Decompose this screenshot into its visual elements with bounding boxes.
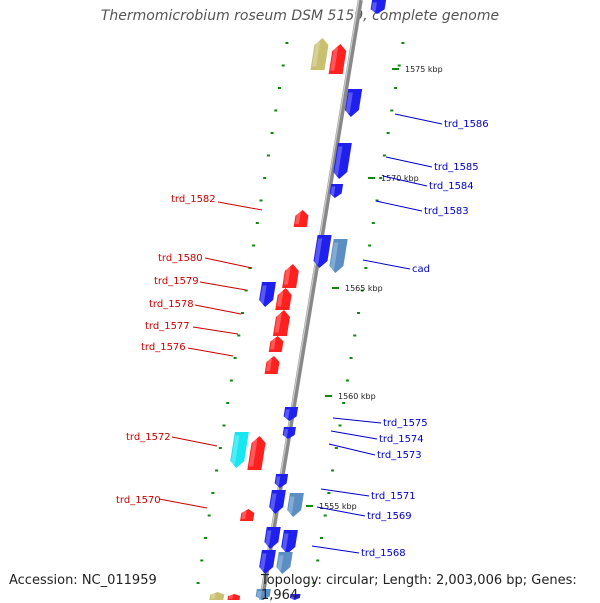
gene-glyph[interactable] bbox=[286, 493, 304, 517]
gene-leader-line bbox=[204, 257, 253, 269]
gene-label-right[interactable]: trd_1583 bbox=[424, 206, 469, 217]
gene-glyph[interactable] bbox=[263, 527, 281, 549]
gene-glyph[interactable] bbox=[289, 594, 301, 600]
kbp-tick-label: 1570 kbp bbox=[381, 174, 419, 183]
gene-glyph[interactable] bbox=[329, 184, 344, 198]
gene-glyph[interactable] bbox=[310, 38, 329, 70]
gene-leader-line bbox=[382, 175, 428, 187]
gene-glyph[interactable] bbox=[227, 594, 241, 600]
gene-leader-line bbox=[187, 347, 234, 357]
gene-label-left[interactable]: trd_1578 bbox=[149, 299, 194, 310]
gene-glyph[interactable] bbox=[332, 143, 352, 179]
gene-glyph[interactable] bbox=[283, 407, 299, 421]
accession-text: Accession: NC_011959 bbox=[9, 573, 157, 588]
kbp-tick-mark bbox=[332, 287, 339, 289]
gene-glyph[interactable] bbox=[209, 592, 225, 600]
gene-glyph[interactable] bbox=[280, 530, 298, 554]
gene-glyph[interactable] bbox=[268, 490, 286, 514]
gene-glyph[interactable] bbox=[258, 550, 276, 574]
gene-glyph[interactable] bbox=[312, 235, 332, 268]
gene-leader-line bbox=[194, 304, 242, 315]
gene-glyph[interactable] bbox=[370, 0, 387, 14]
gene-glyph[interactable] bbox=[274, 474, 289, 488]
gene-leader-line bbox=[394, 113, 443, 125]
gene-label-right[interactable]: trd_1571 bbox=[371, 491, 416, 502]
gene-label-right[interactable]: trd_1585 bbox=[434, 162, 479, 173]
gene-label-right[interactable]: trd_1569 bbox=[367, 511, 412, 522]
gene-glyph[interactable] bbox=[229, 432, 249, 468]
kbp-tick-mark bbox=[325, 395, 332, 397]
gene-glyph[interactable] bbox=[293, 210, 310, 227]
gene-label-right[interactable]: trd_1586 bbox=[444, 119, 489, 130]
gene-leader-line bbox=[375, 200, 423, 212]
kbp-tick-label: 1555 kbp bbox=[319, 502, 357, 511]
gene-glyph[interactable] bbox=[282, 264, 300, 288]
kbp-tick-label: 1575 kbp bbox=[405, 65, 443, 74]
gene-glyph[interactable] bbox=[264, 356, 281, 374]
kbp-tick-label: 1565 kbp bbox=[345, 284, 383, 293]
genome-summary: Topology: circular; Length: 2,003,006 bp… bbox=[261, 573, 577, 603]
gene-glyph[interactable] bbox=[268, 336, 285, 352]
gene-leader-line bbox=[311, 545, 360, 554]
gene-glyph[interactable] bbox=[344, 89, 363, 117]
tick-track bbox=[196, 42, 405, 584]
gene-leader-line bbox=[217, 201, 263, 211]
kbp-tick-mark bbox=[392, 68, 399, 70]
gene-glyph[interactable] bbox=[328, 239, 348, 273]
gene-glyph[interactable] bbox=[275, 552, 293, 574]
gene-leader-line bbox=[385, 156, 433, 168]
gene-label-left[interactable]: trd_1576 bbox=[141, 342, 186, 353]
gene-label-right[interactable]: trd_1575 bbox=[383, 418, 428, 429]
gene-glyph[interactable] bbox=[282, 427, 296, 439]
gene-leader-line bbox=[171, 436, 218, 447]
gene-label-right[interactable]: trd_1568 bbox=[361, 548, 406, 559]
gene-label-left[interactable]: trd_1572 bbox=[126, 432, 171, 443]
gene-label-left[interactable]: trd_1579 bbox=[154, 276, 199, 287]
gene-label-right[interactable]: cad bbox=[412, 264, 430, 275]
kbp-tick-label: 1560 kbp bbox=[338, 392, 376, 401]
gene-leader-line bbox=[330, 430, 378, 440]
gene-label-left[interactable]: trd_1570 bbox=[116, 495, 161, 506]
gene-glyph[interactable] bbox=[255, 589, 271, 600]
page-title: Thermomicrobium roseum DSM 5159, complet… bbox=[100, 8, 500, 24]
gene-glyph[interactable] bbox=[275, 288, 292, 310]
gene-glyph[interactable] bbox=[247, 436, 266, 470]
gene-leader-line bbox=[316, 506, 366, 517]
gene-label-left[interactable]: trd_1582 bbox=[171, 194, 216, 205]
gene-glyph[interactable] bbox=[258, 282, 276, 307]
gene-label-right[interactable]: trd_1573 bbox=[377, 450, 422, 461]
gene-leader-line bbox=[328, 443, 376, 456]
kbp-tick-mark bbox=[306, 505, 313, 507]
gene-label-right[interactable]: trd_1574 bbox=[379, 434, 424, 445]
gene-label-left[interactable]: trd_1577 bbox=[145, 321, 190, 332]
gene-leader-line bbox=[320, 488, 370, 497]
kbp-tick-mark bbox=[368, 177, 375, 179]
gene-glyph[interactable] bbox=[328, 44, 348, 74]
gene-leader-line bbox=[192, 326, 239, 335]
gene-glyph[interactable] bbox=[240, 509, 255, 521]
gene-glyph[interactable] bbox=[272, 310, 291, 336]
gene-leader-line bbox=[332, 417, 382, 424]
gene-leader-line bbox=[362, 259, 411, 270]
gene-label-left[interactable]: trd_1580 bbox=[158, 253, 203, 264]
gene-label-right[interactable]: trd_1584 bbox=[429, 181, 474, 192]
gene-leader-line bbox=[158, 498, 208, 509]
gene-leader-line bbox=[199, 281, 247, 291]
